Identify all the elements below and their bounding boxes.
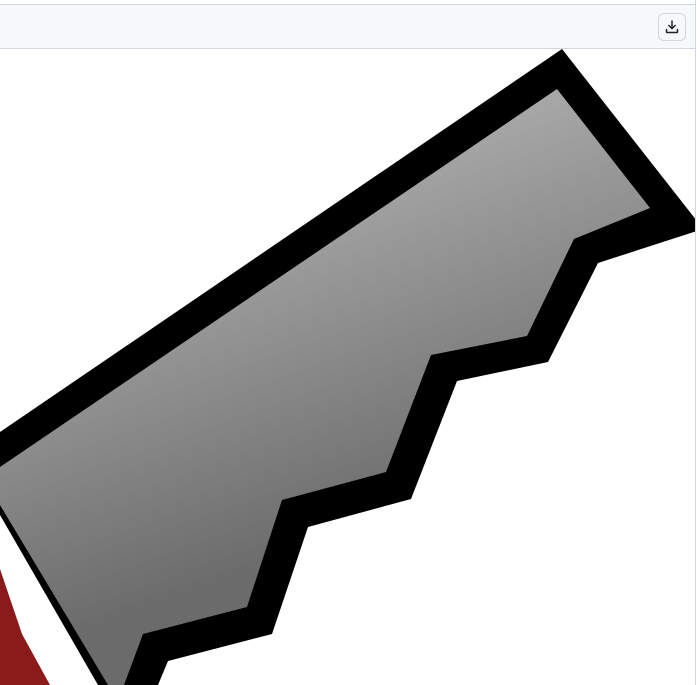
- saw-illustration: [0, 49, 695, 685]
- saw-handle: [0, 569, 50, 685]
- download-icon: [665, 20, 679, 34]
- saw-blade: [0, 89, 650, 685]
- download-button[interactable]: [658, 13, 686, 41]
- viewer-toolbar: [0, 4, 695, 49]
- image-canvas: [0, 49, 695, 685]
